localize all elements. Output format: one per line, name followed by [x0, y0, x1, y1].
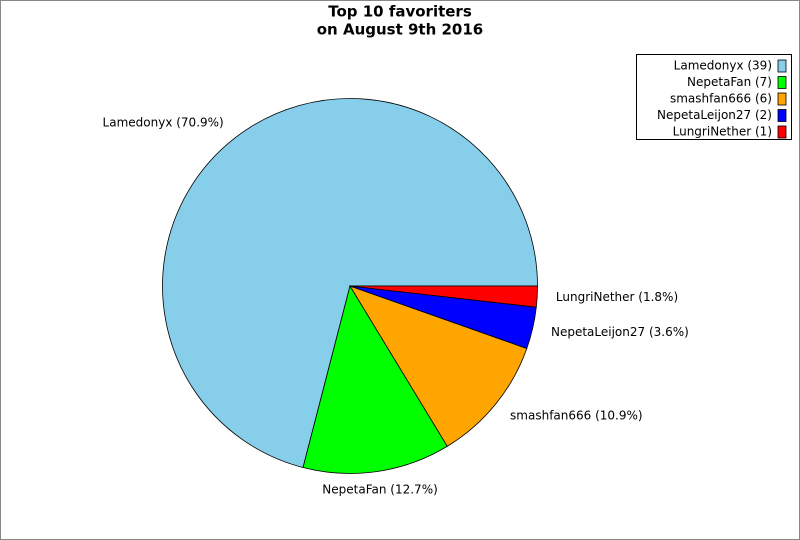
legend-label: LungriNether (1) — [673, 125, 772, 139]
legend-label: NepetaFan (7) — [687, 75, 772, 89]
slice-label: Lamedonyx (70.9%) — [103, 115, 224, 129]
slice-label: NepetaLeijon27 (3.6%) — [551, 325, 689, 339]
pie-slice — [302, 284, 448, 474]
chart-subtitle: on August 9th 2016 — [317, 21, 484, 39]
legend-swatch — [777, 125, 787, 139]
legend-swatch — [777, 59, 787, 73]
legend-label: smashfan666 (6) — [670, 92, 772, 106]
slice-label: NepetaFan (12.7%) — [322, 483, 437, 497]
legend-label: Lamedonyx (39) — [674, 59, 772, 73]
legend-label: NepetaLeijon27 (2) — [657, 108, 772, 122]
legend-swatch — [777, 109, 787, 122]
slice-label: LungriNether (1.8%) — [556, 290, 678, 304]
pie-slice — [349, 285, 528, 447]
legend-swatch — [777, 76, 787, 89]
legend-box — [636, 54, 792, 140]
chart-title: Top 10 favoriters — [328, 3, 472, 21]
slice-label: smashfan666 (10.9%) — [510, 409, 643, 423]
pie-slice — [349, 285, 538, 308]
pie-slice — [162, 98, 538, 469]
legend-swatch — [777, 92, 787, 106]
